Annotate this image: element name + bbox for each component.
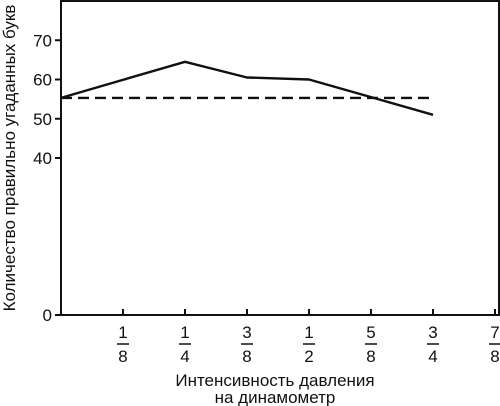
x-tick-denominator-1: 4: [180, 347, 189, 366]
series-layer: [60, 60, 434, 116]
x-tick-numerator-1: 1: [180, 323, 189, 342]
y-tick-label-0: 0: [43, 306, 52, 325]
x-tick-numerator-6: 7: [490, 323, 499, 342]
y-axis-ticks: 0 40 50 60 70: [33, 31, 61, 325]
x-tick-denominator-2: 8: [242, 347, 251, 366]
y-axis-title: Количество правильно угаданных букв: [0, 5, 19, 312]
x-axis-ticks: 1 8 1 4 3 8 1 2 5 8 3 4 7 8: [117, 309, 500, 366]
y-tick-label-60: 60: [33, 71, 52, 90]
plot-frame: [60, 0, 500, 316]
x-tick-denominator-3: 2: [304, 347, 313, 366]
x-tick-numerator-4: 5: [366, 323, 375, 342]
x-tick-numerator-3: 1: [304, 323, 313, 342]
data-line: [60, 60, 434, 116]
x-tick-numerator-0: 1: [118, 323, 127, 342]
y-tick-label-50: 50: [33, 110, 52, 129]
x-axis-title-line-2: на динамометр: [215, 388, 336, 406]
x-tick-denominator-6: 8: [490, 347, 499, 366]
x-tick-numerator-5: 3: [428, 323, 437, 342]
x-axis-title-line-1: Интенсивность давления: [175, 371, 374, 390]
x-tick-denominator-5: 4: [428, 347, 437, 366]
y-tick-label-70: 70: [33, 31, 52, 50]
y-tick-label-40: 40: [33, 149, 52, 168]
x-tick-numerator-2: 3: [242, 323, 251, 342]
x-tick-denominator-4: 8: [366, 347, 375, 366]
x-tick-denominator-0: 8: [118, 347, 127, 366]
